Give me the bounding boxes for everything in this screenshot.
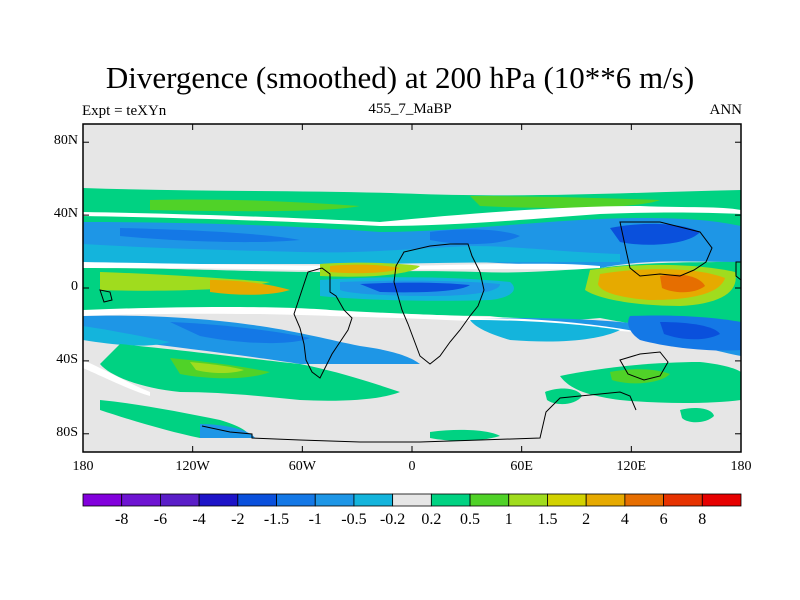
- colorbar-label: 0.5: [460, 511, 481, 528]
- colorbar-swatch: [82, 493, 123, 507]
- pacific-island-outline: [99, 289, 113, 303]
- contour-sh-small-green-3: [430, 429, 500, 441]
- colorbar-swatch: [624, 493, 664, 507]
- colorbar-label: -8: [115, 511, 129, 528]
- lon-tick-label: 180: [730, 459, 752, 474]
- colorbar: [82, 493, 742, 507]
- contour-warmpool-red: [660, 274, 705, 293]
- period-label: ANN: [709, 102, 743, 118]
- colorbar-swatch: [663, 493, 703, 507]
- colorbar-swatch: [353, 493, 394, 507]
- antarctica-outline: [201, 391, 637, 443]
- colorbar-label: -6: [153, 511, 168, 528]
- contour-atlantic-blue: [430, 229, 520, 245]
- lon-tick-label: 60E: [510, 459, 533, 474]
- contour-asia-dark-blue: [610, 223, 700, 245]
- colorbar-swatch: [237, 493, 277, 507]
- lon-tick-label: 180: [72, 459, 94, 474]
- colorbar-swatch: [547, 493, 587, 507]
- contour-tropical-orange-atl: [330, 264, 400, 274]
- colorbar-label: 8: [698, 511, 707, 528]
- contour-nh-dark-blue: [120, 228, 300, 243]
- colorbar-label: -0.2: [379, 511, 406, 528]
- contour-sh-light-blue: [83, 326, 170, 346]
- colorbar-swatch: [430, 493, 471, 507]
- lon-tick-label: 60W: [288, 459, 316, 474]
- contour-sh-green-east: [560, 362, 741, 403]
- case-label: 455_7_MaBP: [368, 101, 452, 117]
- colorbar-swatch: [314, 493, 355, 507]
- colorbar-label: 6: [659, 511, 668, 528]
- chart-title: Divergence (smoothed) at 200 hPa (10**6 …: [105, 60, 695, 95]
- contour-nh-lightgreen-east: [470, 196, 660, 208]
- map-fill-layer: [83, 124, 741, 452]
- colorbar-swatch: [392, 493, 432, 507]
- contour-sh-green-yellow: [190, 362, 244, 373]
- asia-outline: [619, 221, 713, 277]
- colorbar-label: -0.5: [341, 511, 367, 528]
- east-asia-outline: [735, 261, 741, 281]
- colorbar-swatch: [585, 493, 626, 507]
- contour-africa-dark-blue: [360, 282, 470, 293]
- contour-nh-white-line: [83, 206, 741, 226]
- lat-tick-label: 40N: [53, 206, 78, 222]
- colorbar-label: 2: [582, 511, 591, 528]
- colorbar-label: -4: [192, 511, 206, 528]
- lon-tick-label: 0: [408, 459, 416, 474]
- australia-outline: [619, 351, 669, 381]
- colorbar-swatch: [198, 493, 239, 507]
- south-america-outline: [293, 267, 353, 379]
- colorbar-label: -2: [231, 511, 245, 528]
- colorbar-label: 1: [504, 511, 513, 528]
- contour-sh-white-streak: [83, 360, 150, 396]
- contour-sh-small-green-2: [680, 408, 714, 423]
- contour-sh-green-east-yellow: [610, 369, 670, 384]
- colorbar-swatch: [121, 493, 161, 507]
- contour-tropical-orange-west: [210, 280, 290, 295]
- colorbar-label: -1: [308, 511, 322, 528]
- contour-sp-dark: [660, 322, 720, 340]
- lat-tick-label: 0: [71, 279, 78, 294]
- contour-sio-light: [470, 320, 620, 342]
- contour-sh-blue-mid: [170, 322, 310, 344]
- lat-tick-label: 40S: [56, 351, 78, 367]
- lon-tick-label: 120W: [175, 459, 210, 474]
- colorbar-swatch: [276, 493, 316, 507]
- contour-warmpool-orange-w: [608, 276, 634, 290]
- colorbar-label: 0.2: [421, 511, 442, 528]
- lat-tick-label: 80S: [56, 424, 78, 440]
- colorbar-label: 1.5: [537, 511, 558, 528]
- continent-outlines: [99, 221, 741, 443]
- colorbar-swatch: [701, 493, 742, 507]
- colorbar-swatch: [469, 493, 510, 507]
- axis-ticks: [82, 124, 742, 452]
- contour-nh-light-blue: [83, 244, 620, 264]
- colorbar-label: 4: [620, 511, 629, 528]
- lon-tick-label: 120E: [616, 459, 647, 474]
- contour-nh-lightgreen: [150, 199, 360, 212]
- africa-outline: [393, 243, 485, 365]
- lat-tick-label: 80N: [53, 133, 78, 149]
- colorbar-label: -1.5: [263, 511, 290, 528]
- colorbar-swatch: [508, 493, 548, 507]
- experiment-label: Expt = teXYn: [82, 103, 167, 119]
- colorbar-swatch: [160, 493, 200, 507]
- contour-sh-small-green: [545, 388, 582, 405]
